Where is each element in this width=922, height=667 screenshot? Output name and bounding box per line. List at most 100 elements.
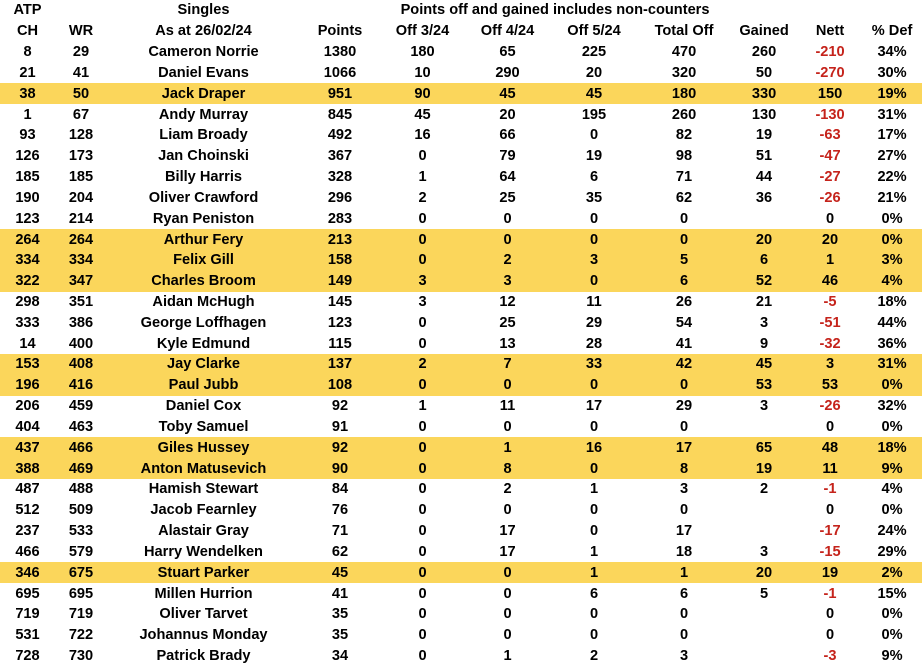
cell-gained: 2 — [759, 481, 769, 498]
cell-gained: 44 — [755, 169, 773, 186]
spacer-cell — [55, 0, 107, 21]
cell-total-off: 18 — [675, 543, 693, 560]
table-row: 185 185 Billy Harris 328 1 64 6 71 44 -27 22% — [0, 167, 922, 188]
table-row: 719 719 Oliver Tarvet 35 0 0 0 0 0 0% — [0, 604, 922, 625]
cell-off-424: 1 — [465, 437, 550, 459]
cell-gained: 19 — [730, 458, 799, 480]
cell-off-524: 6 — [589, 169, 599, 186]
cell-ch: 206 — [15, 398, 40, 415]
cell-off-324: 0 — [380, 374, 465, 396]
cell-name: Kyle Edmund — [156, 335, 251, 352]
cell-pct-def: 9% — [862, 458, 922, 480]
cell-pct-def: 0% — [881, 627, 903, 644]
cell-name: Jay Clarke — [107, 354, 300, 375]
cell-gained — [730, 417, 798, 438]
cell-off-424: 45 — [465, 83, 550, 105]
cell-nett: -270 — [815, 64, 845, 81]
cell-off-324: 10 — [414, 64, 431, 81]
cell-off-424: 2 — [465, 249, 550, 271]
cell-ch: 695 — [15, 585, 40, 602]
cell-wr: 579 — [68, 543, 94, 560]
cell-off-524: 0 — [589, 127, 599, 144]
cell-nett: 11 — [798, 458, 863, 480]
cell-ch: 126 — [15, 148, 40, 165]
cell-name: Ryan Peniston — [152, 210, 255, 227]
cell-gained: 65 — [730, 437, 799, 459]
table-row: 237 533 Alastair Gray 71 0 17 0 17 -17 24% — [0, 521, 922, 542]
cell-off-524: 0 — [589, 502, 599, 519]
col-header-points: Points — [317, 23, 363, 40]
cell-points: 328 — [327, 169, 353, 186]
cell-gained: 3 — [759, 314, 769, 331]
cell-off-424: 8 — [465, 458, 550, 480]
cell-pct-def: 17% — [877, 127, 907, 144]
cell-gained: 45 — [730, 354, 799, 375]
cell-off-524: 195 — [581, 106, 607, 123]
cell-nett: -210 — [815, 44, 845, 61]
cell-off-424: 0 — [503, 210, 512, 227]
cell-off-324: 2 — [380, 354, 465, 375]
cell-pct-def: 15% — [877, 585, 907, 602]
cell-nett: 48 — [798, 437, 863, 459]
cell-ch: 404 — [15, 418, 40, 435]
cell-off-324: 1 — [418, 169, 427, 186]
cell-off-524: 0 — [550, 229, 638, 250]
cell-nett: 0 — [825, 418, 835, 435]
cell-wr: 469 — [55, 458, 107, 480]
cell-points: 92 — [300, 437, 380, 459]
cell-total-off: 0 — [679, 502, 689, 519]
cell-total-off: 17 — [638, 437, 731, 459]
cell-off-424: 17 — [499, 523, 516, 540]
cell-points: 92 — [331, 398, 349, 415]
cell-points: 845 — [327, 106, 353, 123]
cell-off-524: 0 — [550, 270, 638, 292]
table-row: 388 469 Anton Matusevich 90 0 8 0 8 19 11 9% — [0, 458, 922, 480]
cell-name: Johannus Monday — [139, 627, 268, 644]
cell-off-324: 1 — [418, 398, 427, 415]
cell-wr: 459 — [68, 398, 94, 415]
cell-nett: -5 — [823, 294, 837, 310]
cell-nett: -26 — [819, 398, 841, 415]
cell-points: 45 — [300, 562, 380, 584]
col-header-off-5-24: Off 5/24 — [567, 23, 621, 40]
cell-off-424: 0 — [503, 606, 512, 623]
cell-off-524: 1 — [589, 543, 599, 560]
cell-total-off: 0 — [679, 606, 689, 623]
cell-pct-def: 31% — [862, 354, 922, 375]
cell-off-524: 0 — [589, 627, 599, 644]
title-row: ATP Singles Points off and gained includ… — [0, 0, 922, 21]
cell-nett: 1 — [798, 249, 863, 271]
cell-pct-def: 27% — [877, 148, 907, 165]
cell-off-524: 1 — [550, 562, 638, 584]
table-row: 21 41 Daniel Evans 1066 10 290 20 320 50 -270 30% — [0, 62, 922, 83]
cell-off-524: 45 — [550, 83, 638, 105]
cell-name: Oliver Tarvet — [159, 606, 248, 623]
cell-off-424: 7 — [465, 354, 550, 375]
cell-pct-def: 0% — [862, 229, 922, 250]
cell-wr: 67 — [72, 106, 90, 123]
cell-off-324: 0 — [380, 229, 465, 250]
cell-points: 35 — [331, 627, 349, 644]
cell-off-324: 0 — [418, 210, 427, 227]
cell-gained: 36 — [755, 189, 773, 206]
cell-off-324: 3 — [418, 294, 427, 310]
cell-off-524: 0 — [589, 418, 599, 435]
cell-pct-def: 18% — [862, 437, 922, 459]
cell-off-324: 0 — [418, 606, 427, 623]
cell-name: Oliver Crawford — [148, 189, 259, 206]
cell-off-324: 16 — [414, 127, 431, 144]
cell-off-324: 0 — [418, 481, 427, 498]
cell-total-off: 42 — [638, 354, 731, 375]
cell-off-424: 25 — [499, 314, 516, 331]
col-header-ch: CH — [16, 23, 39, 40]
col-header-gained: Gained — [739, 23, 789, 40]
cell-gained: 51 — [755, 148, 773, 165]
spacer-cell — [798, 0, 862, 21]
cell-off-524: 3 — [550, 249, 638, 271]
table-row: 196 416 Paul Jubb 108 0 0 0 0 53 53 0% — [0, 374, 922, 396]
cell-off-424: 66 — [499, 127, 516, 144]
cell-name: Millen Hurrion — [154, 585, 253, 602]
cell-pct-def: 29% — [877, 543, 907, 560]
col-header-off-4-24: Off 4/24 — [480, 23, 535, 40]
